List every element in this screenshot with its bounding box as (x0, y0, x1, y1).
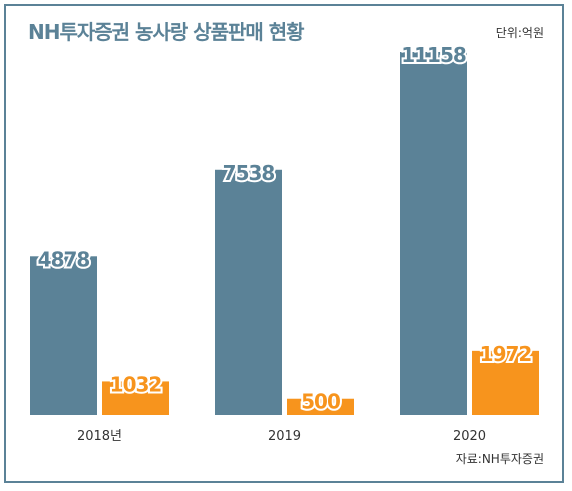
value-label-a-1: 7538 (223, 161, 275, 185)
x-label-2: 2020 (453, 429, 486, 444)
bar-b-0 (102, 381, 169, 415)
chart-title: NH투자증권 농사랑 상품판매 현황 (28, 20, 305, 44)
unit-label: 단위:억원 (495, 26, 544, 40)
value-labels-group: 4878 1032 7538 500 11158 1972 (36, 41, 535, 416)
bar-a-2 (400, 52, 467, 415)
value-label-b-0: 1032 (110, 372, 162, 396)
x-label-1: 2019 (268, 429, 301, 444)
value-label-b-1: 500 (301, 390, 340, 414)
value-label-a-0: 4878 (38, 247, 90, 271)
bars-group (30, 52, 539, 415)
x-label-0: 2018년 (77, 429, 122, 444)
bar-a-1 (215, 169, 282, 415)
x-axis-labels-group: 2018년 2019 2020 (77, 429, 486, 444)
bar-a-0 (30, 256, 97, 415)
value-label-a-2: 11158 (401, 43, 466, 67)
chart-frame: NH투자증권 농사랑 상품판매 현황 단위:억원 자료:NH투자증권 (4, 4, 564, 483)
value-label-b-2: 1972 (480, 342, 532, 366)
source-label: 자료:NH투자증권 (455, 452, 544, 466)
bar-b-2 (472, 350, 539, 415)
bar-b-1 (287, 398, 354, 415)
